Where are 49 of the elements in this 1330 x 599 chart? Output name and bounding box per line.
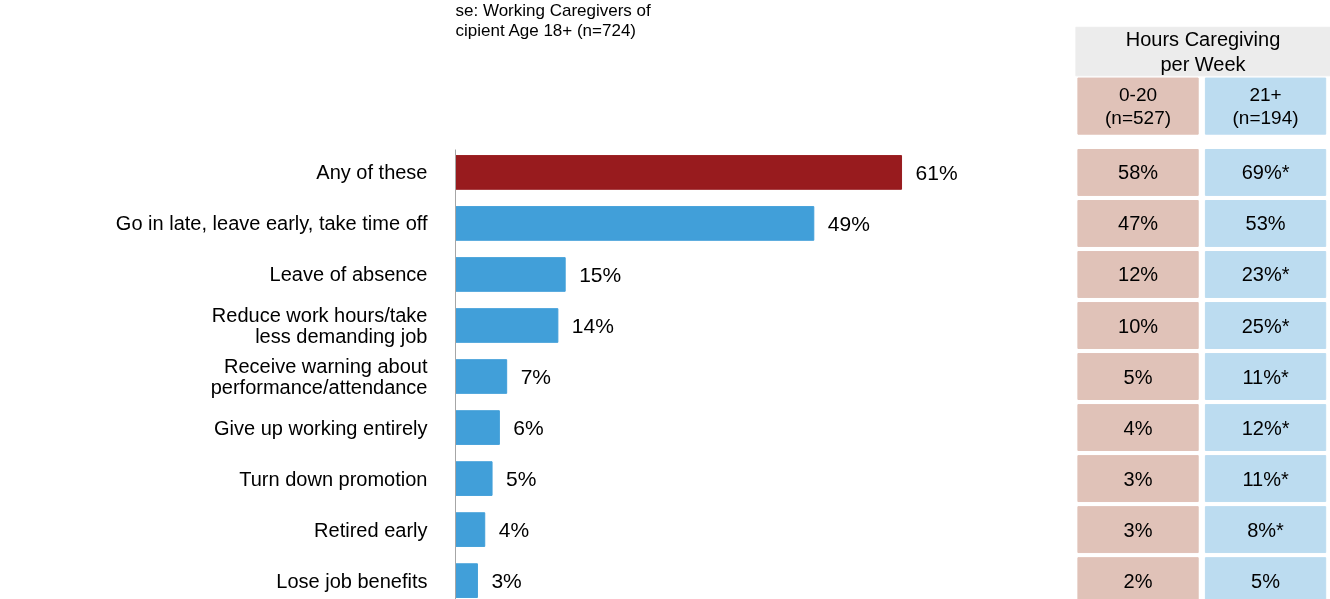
- category-label: 0-20 (n=527): [1105, 84, 1172, 129]
- text: 5%: [1251, 569, 1280, 592]
- text: 10%: [1118, 314, 1159, 337]
- category-label: 21+ (n=194): [1232, 84, 1299, 129]
- text: 25%*: [1241, 314, 1290, 337]
- data-label: 14%: [571, 314, 614, 337]
- chart-title: se: Working Caregivers of cipient Age 18+ (n=724): [455, 0, 652, 41]
- bar: [455, 461, 493, 496]
- data-label: 7%: [520, 365, 552, 389]
- data-label: 61%: [915, 160, 958, 184]
- text: 4%: [1123, 416, 1153, 439]
- data-label: 3%: [491, 569, 522, 593]
- bar: [455, 257, 566, 292]
- y-tick-label: Receive warning about performance/attendance: [210, 355, 428, 398]
- text: 53%: [1245, 212, 1286, 235]
- text: 12%: [1118, 263, 1159, 286]
- bar: [455, 206, 815, 241]
- bar: [455, 359, 508, 394]
- text: 2%: [1123, 569, 1153, 592]
- bar: [455, 155, 903, 190]
- y-tick-label: Go in late, leave early, take time off: [115, 212, 428, 235]
- y-tick-label: Give up working entirely: [214, 416, 428, 439]
- bar: [455, 410, 500, 445]
- text: Hours Caregiving per Week: [1125, 28, 1281, 75]
- data-label: 6%: [513, 416, 544, 440]
- text: 12%*: [1241, 416, 1290, 439]
- bar: [455, 563, 478, 598]
- text: 11%*: [1242, 365, 1289, 388]
- data-label: 4%: [498, 518, 530, 542]
- y-tick-label: Leave of absence: [269, 263, 428, 286]
- bar: [455, 512, 486, 547]
- y-tick-label: Retired early: [314, 518, 428, 541]
- data-label: 15%: [579, 262, 622, 286]
- y-tick-label: Any of these: [316, 161, 428, 184]
- data-label: 5%: [506, 467, 537, 491]
- text: 5%: [1123, 365, 1153, 388]
- text: 69%*: [1241, 161, 1290, 184]
- text: 47%: [1118, 212, 1159, 235]
- data-label: 49%: [827, 211, 870, 235]
- y-tick-label: Turn down promotion: [239, 467, 428, 490]
- text: 11%*: [1242, 467, 1289, 490]
- y-tick-label: Lose job benefits: [276, 569, 428, 592]
- text: 3%: [1123, 518, 1153, 541]
- text: 3%: [1123, 467, 1153, 490]
- bar: [455, 308, 559, 343]
- text: 58%: [1118, 161, 1159, 184]
- text: 8%*: [1247, 518, 1284, 541]
- y-tick-label: Reduce work hours/take less demanding job: [211, 304, 428, 347]
- text: 23%*: [1241, 263, 1290, 286]
